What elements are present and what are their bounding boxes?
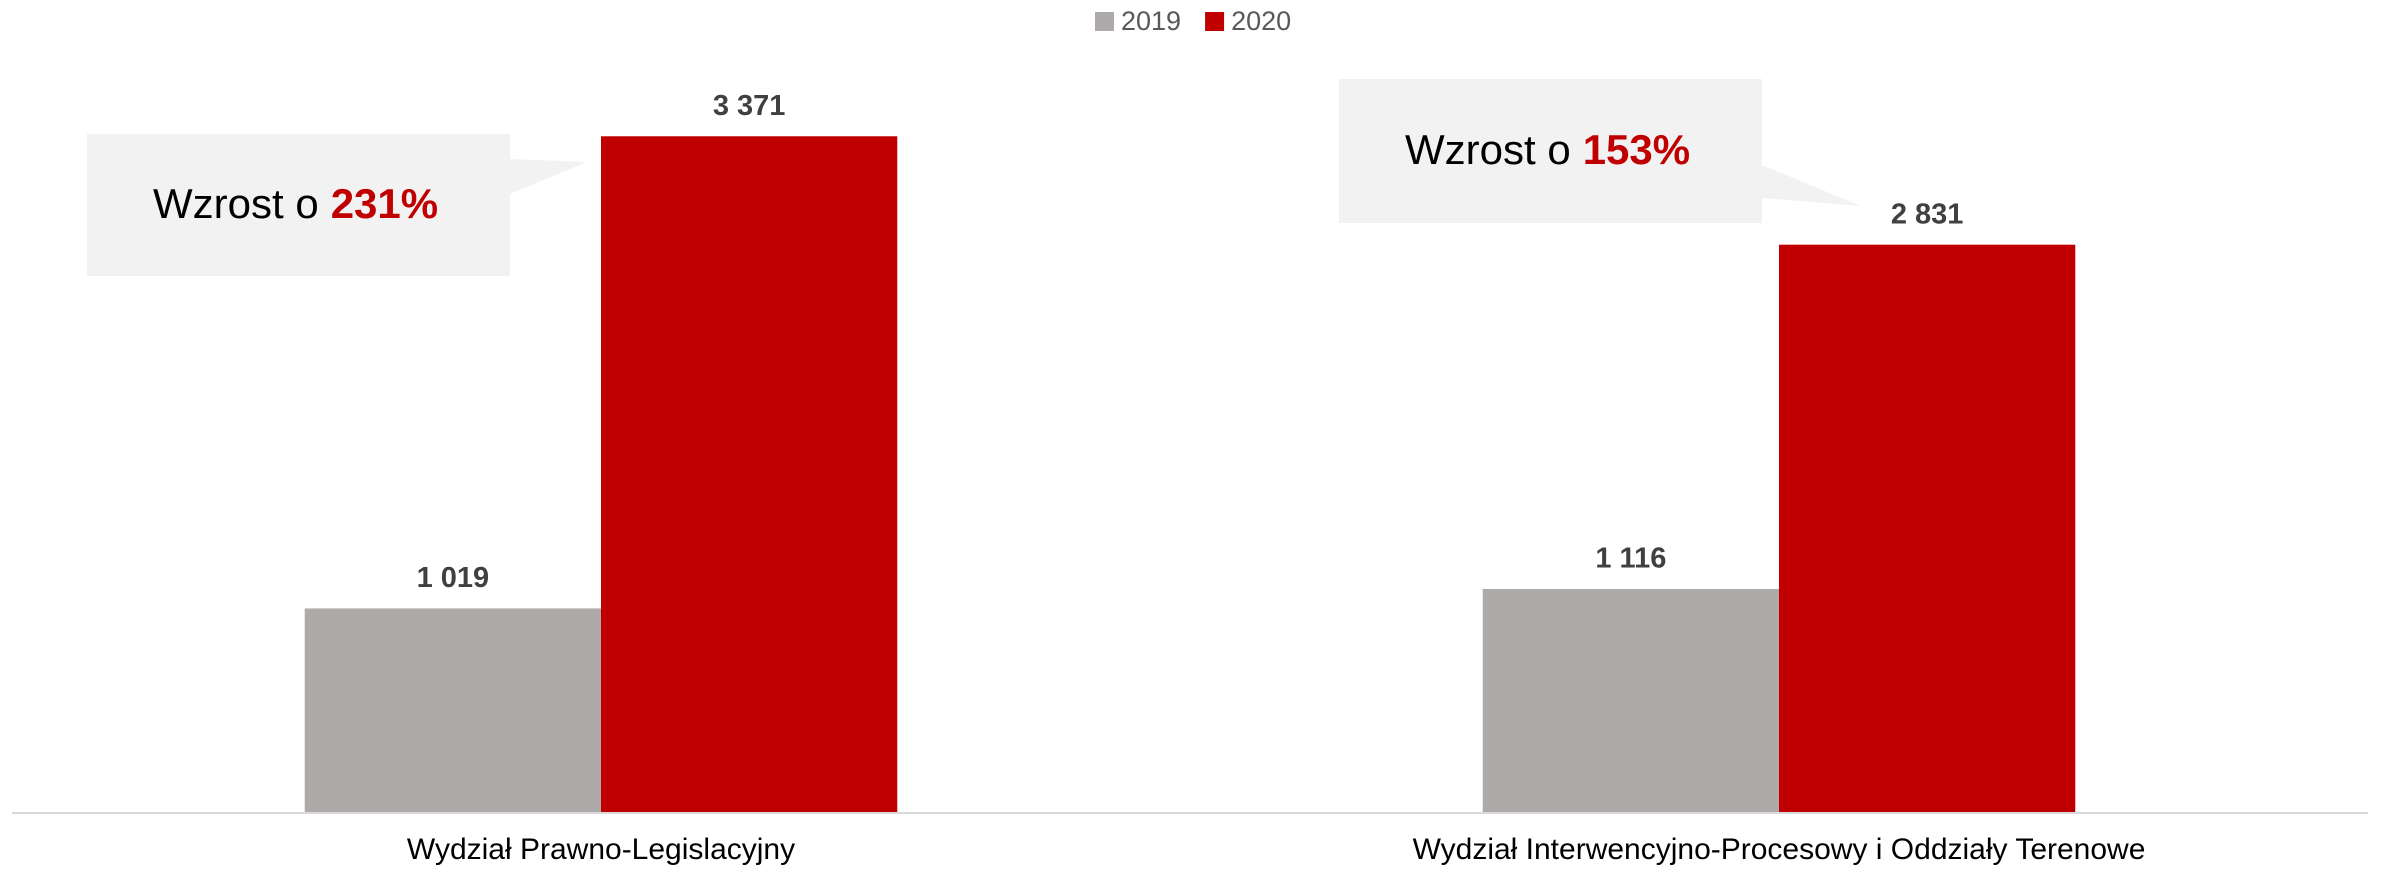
legend-label: 2019 (1121, 6, 1181, 36)
legend-swatch (1095, 12, 1114, 31)
callout-text: Wzrost o 231% (153, 180, 438, 227)
callout-highlight: 153% (1583, 126, 1690, 173)
callout-box (87, 134, 510, 276)
value-label: 1 116 (1595, 543, 1666, 575)
legend-swatch (1205, 12, 1225, 31)
callout-prefix: Wzrost o (1405, 126, 1571, 173)
callout-pointer (510, 159, 587, 194)
callout-highlight: 231% (331, 180, 438, 227)
value-label: 1 019 (417, 562, 490, 594)
legend-label: 2020 (1231, 6, 1291, 36)
value-label: 3 371 (713, 90, 786, 122)
callout: Wzrost o 153% (1339, 79, 1861, 223)
callout-pointer (1762, 165, 1861, 206)
bar (1779, 244, 2076, 813)
callout-text: Wzrost o 153% (1405, 126, 1690, 173)
callout-prefix: Wzrost o (153, 180, 319, 227)
callout: Wzrost o 231% (87, 134, 587, 276)
callout-box (1339, 79, 1762, 223)
bar (601, 136, 898, 814)
bar (1482, 588, 1779, 813)
x-tick-label: Wydział Interwencyjno-Procesowy i Oddzia… (1413, 833, 2146, 866)
bar (304, 608, 601, 813)
x-tick-label: Wydział Prawno-Legislacyjny (407, 833, 795, 866)
value-label: 2 831 (1891, 198, 1964, 230)
